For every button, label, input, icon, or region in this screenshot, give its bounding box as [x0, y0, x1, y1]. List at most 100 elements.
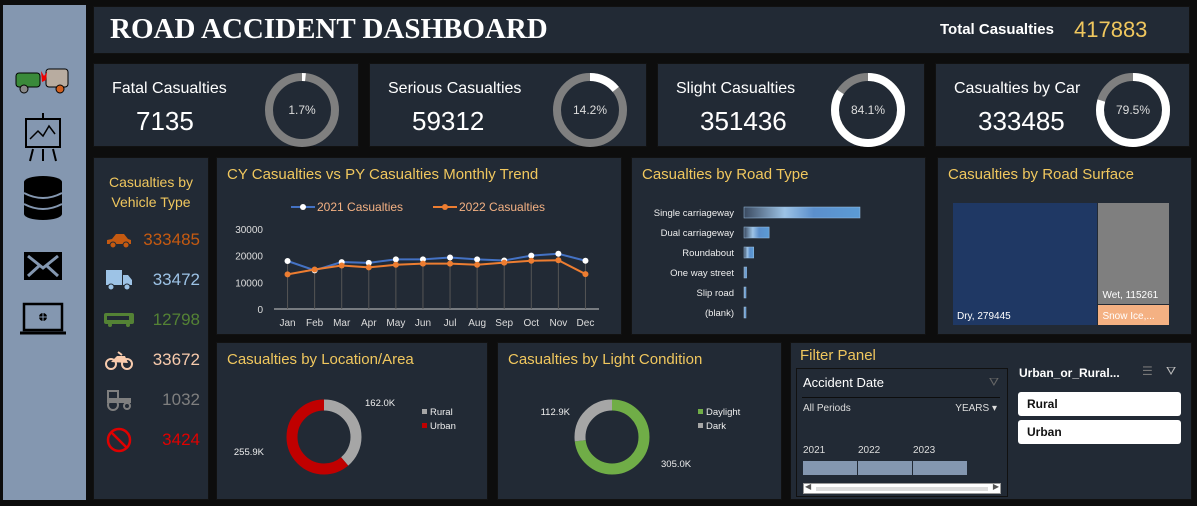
- date-slicer-title: Accident Date: [803, 375, 884, 390]
- clear-filter-icon[interactable]: ⛛: [988, 375, 999, 389]
- legend-swatch: [422, 409, 427, 414]
- kpi-card: Fatal Casualties 7135 1.7%: [93, 63, 359, 147]
- data-point: [284, 258, 291, 264]
- year-bar[interactable]: [913, 461, 967, 475]
- x-tick-label: Nov: [549, 318, 567, 329]
- monthly-trend-panel: CY Casualties vs PY Casualties Monthly T…: [216, 157, 622, 335]
- data-point: [419, 256, 426, 263]
- legend-label: 2021 Casualties: [317, 200, 403, 214]
- timeline-scrollbar[interactable]: ◀ ▶: [803, 482, 1001, 494]
- bar-label: Single carriageway: [654, 208, 735, 219]
- data-point: [582, 257, 589, 264]
- scroll-left-icon[interactable]: ◀: [805, 482, 812, 491]
- data-point: [419, 260, 426, 267]
- donut-slice: [574, 399, 650, 475]
- location-donut: 162.0K Rural 255.9K Urban: [234, 398, 456, 475]
- x-tick-label: Jan: [279, 318, 295, 329]
- legend-label: Urban: [430, 421, 456, 432]
- bar-label: Dual carriageway: [661, 228, 735, 239]
- kpi-value: 351436: [700, 106, 787, 136]
- clear-filter-icon[interactable]: ⛛: [1166, 364, 1177, 378]
- x-tick-label: Jul: [444, 318, 457, 329]
- presentation-chart-icon[interactable]: [13, 113, 73, 162]
- treemap-label: Snow Ice,...: [1102, 310, 1155, 322]
- treemap-label: Dry, 279445: [957, 311, 1011, 322]
- multi-select-icon[interactable]: ☰: [1142, 364, 1153, 378]
- legend-label: 2022 Casualties: [459, 200, 545, 214]
- tractor-icon: [102, 389, 136, 411]
- data-point: [338, 262, 345, 269]
- vehicle-title-line2: Vehicle Type: [111, 194, 191, 210]
- kpi-ring: 1.7%: [265, 73, 339, 147]
- area-option[interactable]: Urban: [1018, 420, 1181, 444]
- vehicle-value: 1032: [162, 390, 200, 409]
- treemap-tile: Dry, 279445: [953, 203, 1098, 325]
- vehicle-type-panel: Casualties by Vehicle Type 333485 33472 …: [93, 157, 209, 500]
- data-point: [447, 254, 454, 261]
- car-crash-icon[interactable]: [13, 60, 73, 102]
- y-tick-label: 0: [257, 305, 263, 316]
- laptop-icon[interactable]: [13, 298, 73, 340]
- year-label: 2021: [803, 445, 826, 456]
- bar-label: Slip road: [697, 288, 735, 299]
- kpi-percent: 79.5%: [1116, 103, 1150, 117]
- kpi-ring: 14.2%: [553, 73, 627, 147]
- kpi-value: 7135: [136, 106, 194, 136]
- scroll-right-icon[interactable]: ▶: [992, 482, 999, 491]
- legend-marker: [442, 204, 448, 210]
- mail-icon[interactable]: [13, 245, 73, 287]
- car-icon: [102, 232, 136, 248]
- treemap-tile: Wet, 115261: [1098, 203, 1169, 304]
- x-tick-label: Feb: [306, 318, 324, 329]
- date-timeline-slicer[interactable]: Accident Date ⛛ All Periods YEARS ▾ 2021…: [796, 368, 1008, 497]
- bar: [743, 206, 861, 219]
- series-line: [287, 252, 586, 272]
- data-point: [474, 261, 481, 268]
- series-line: [287, 259, 586, 276]
- data-point: [311, 266, 318, 273]
- sidebar: [3, 5, 86, 500]
- bar-label: One way street: [670, 268, 734, 279]
- page-title: ROAD ACCIDENT DASHBOARD: [110, 13, 548, 45]
- filter-title: Filter Panel: [800, 347, 876, 364]
- level-dropdown[interactable]: YEARS ▾: [955, 403, 997, 414]
- data-point: [555, 250, 562, 257]
- year-bar[interactable]: [803, 461, 857, 475]
- kpi-card: Casualties by Car 333485 79.5%: [935, 63, 1190, 147]
- data-point: [284, 271, 291, 278]
- bar-label: (blank): [705, 308, 734, 319]
- donut-slice: [286, 399, 362, 475]
- bar: [743, 306, 747, 319]
- data-point: [365, 259, 372, 266]
- kpi-percent: 84.1%: [851, 103, 885, 117]
- kpi-percent: 1.7%: [288, 103, 316, 117]
- year-bar[interactable]: [858, 461, 912, 475]
- road-surface-panel: Casualties by Road Surface Dry, 279445 We…: [937, 157, 1192, 335]
- vehicle-row: 33472: [102, 268, 202, 292]
- kpi-card: Slight Casualties 351436 84.1%: [657, 63, 925, 147]
- road-type-chart: Single carriageway Dual carriageway Rounda…: [654, 206, 861, 319]
- treemap-tile: Snow Ice,...: [1098, 304, 1169, 325]
- vehicle-row: 333485: [102, 228, 202, 252]
- slice-label: 112.9K: [541, 407, 571, 418]
- data-point: [447, 260, 454, 267]
- ring-fill: [1096, 73, 1170, 147]
- trend-chart: 0 10000 20000 30000 Jan Feb Mar Apr May Jun Jul Aug…: [235, 200, 599, 329]
- legend-swatch: [422, 423, 427, 428]
- x-tick-label: Dec: [577, 318, 595, 329]
- slice-label: 255.9K: [234, 447, 265, 458]
- year-label: 2022: [858, 445, 881, 456]
- area-option[interactable]: Rural: [1018, 392, 1181, 416]
- kpi-percent: 14.2%: [573, 103, 607, 117]
- total-casualties-value: 417883: [1074, 17, 1148, 42]
- database-icon[interactable]: [13, 176, 73, 220]
- data-point: [582, 271, 589, 278]
- road-surface-treemap: Dry, 279445 Wet, 115261 Snow Ice,...: [953, 203, 1169, 325]
- location-panel: Casualties by Location/Area 162.0K Rural 2…: [216, 342, 488, 500]
- data-point: [501, 259, 508, 266]
- x-tick-label: Mar: [333, 318, 351, 329]
- ring-fill: [831, 73, 905, 147]
- y-tick-label: 10000: [235, 278, 263, 289]
- kpi-label: Casualties by Car: [954, 80, 1081, 97]
- bus-icon: [102, 312, 136, 328]
